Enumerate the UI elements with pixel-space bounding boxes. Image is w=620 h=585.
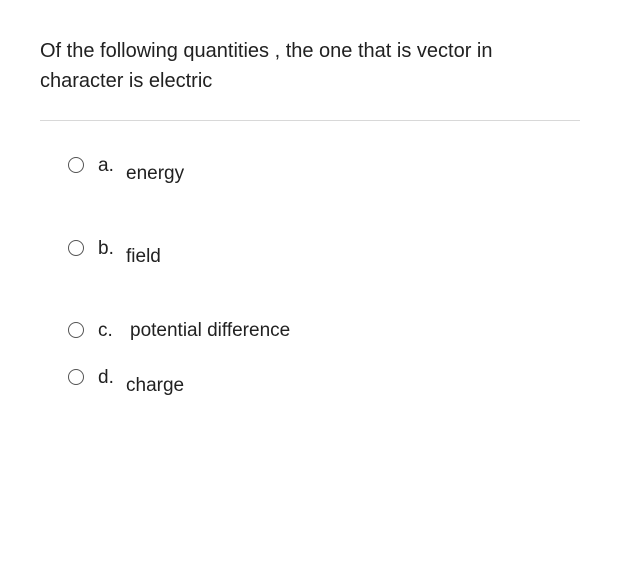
options-group: a. energy b. field c. potential differen…	[40, 153, 580, 399]
option-letter: b.	[98, 236, 126, 263]
option-text: potential difference	[126, 318, 290, 345]
question-stem: Of the following quantities , the one th…	[40, 36, 580, 96]
option-letter: a.	[98, 153, 126, 180]
divider	[40, 120, 580, 121]
option-b[interactable]: b. field	[68, 236, 580, 271]
radio-icon[interactable]	[68, 369, 84, 385]
option-text: field	[126, 236, 161, 271]
radio-icon[interactable]	[68, 322, 84, 338]
option-d[interactable]: d. charge	[68, 365, 580, 400]
radio-icon[interactable]	[68, 240, 84, 256]
option-letter: c.	[98, 318, 126, 345]
option-letter: d.	[98, 365, 126, 392]
option-c[interactable]: c. potential difference	[68, 318, 580, 345]
option-a[interactable]: a. energy	[68, 153, 580, 188]
radio-icon[interactable]	[68, 157, 84, 173]
option-text: charge	[126, 365, 184, 400]
option-text: energy	[126, 153, 184, 188]
